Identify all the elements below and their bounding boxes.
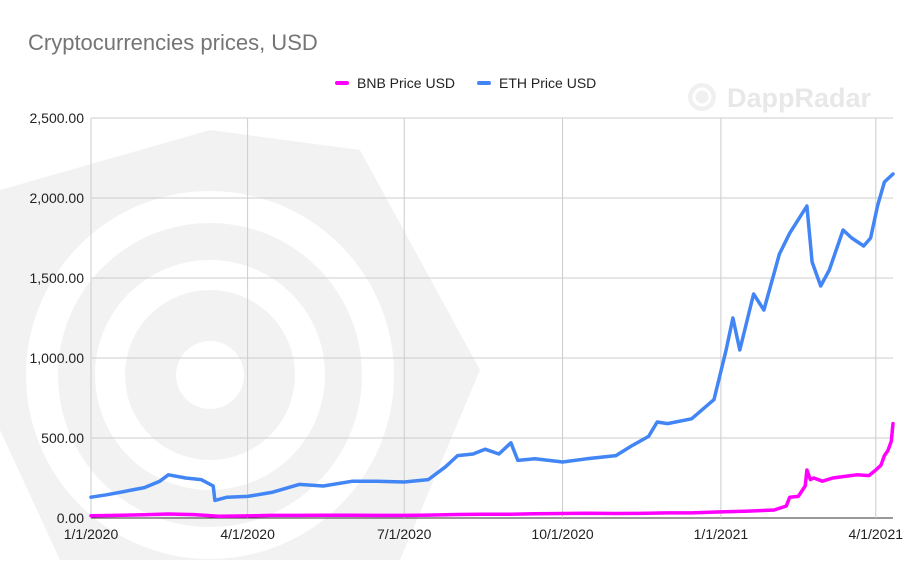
y-tick-label: 1,000.00: [30, 350, 85, 366]
series-line-eth: [89, 172, 895, 503]
legend-swatch-bnb: [335, 81, 349, 85]
x-tick-label: 7/1/2020: [377, 526, 432, 542]
dappradar-logo-watermark-icon: [0, 130, 480, 560]
series-line-bnb: [89, 421, 895, 518]
y-tick-label: 1,500.00: [30, 270, 85, 286]
legend-swatch-eth: [477, 81, 492, 85]
dappradar-small-logo-icon: [688, 83, 716, 111]
x-tick-label: 4/1/2020: [220, 526, 275, 542]
x-tick-label: 4/1/2021: [849, 526, 904, 542]
grid: [90, 117, 893, 519]
legend: BNB Price USD ETH Price USD: [335, 75, 596, 91]
y-axis: 0.00 500.00 1,000.00 1,500.00 2,000.00 2,500.…: [30, 110, 85, 526]
x-axis: 1/1/2020 4/1/2020 7/1/2020 10/1/2020 1/1/202…: [64, 526, 903, 542]
y-tick-label: 2,500.00: [30, 110, 85, 126]
y-tick-label: 0.00: [57, 510, 84, 526]
y-tick-label: 2,000.00: [30, 190, 85, 206]
x-tick-label: 1/1/2021: [694, 526, 749, 542]
series-group: [89, 172, 895, 518]
legend-label-bnb: BNB Price USD: [357, 75, 456, 91]
legend-item-eth: ETH Price USD: [477, 75, 596, 91]
x-tick-label: 10/1/2020: [531, 526, 593, 542]
x-tick-label: 1/1/2020: [64, 526, 119, 542]
legend-label-eth: ETH Price USD: [499, 75, 597, 91]
y-tick-label: 500.00: [41, 430, 84, 446]
legend-item-bnb: BNB Price USD: [335, 75, 455, 91]
watermark-text: DappRadar: [727, 83, 872, 113]
chart-title: Cryptocurrencies prices, USD: [28, 30, 318, 55]
